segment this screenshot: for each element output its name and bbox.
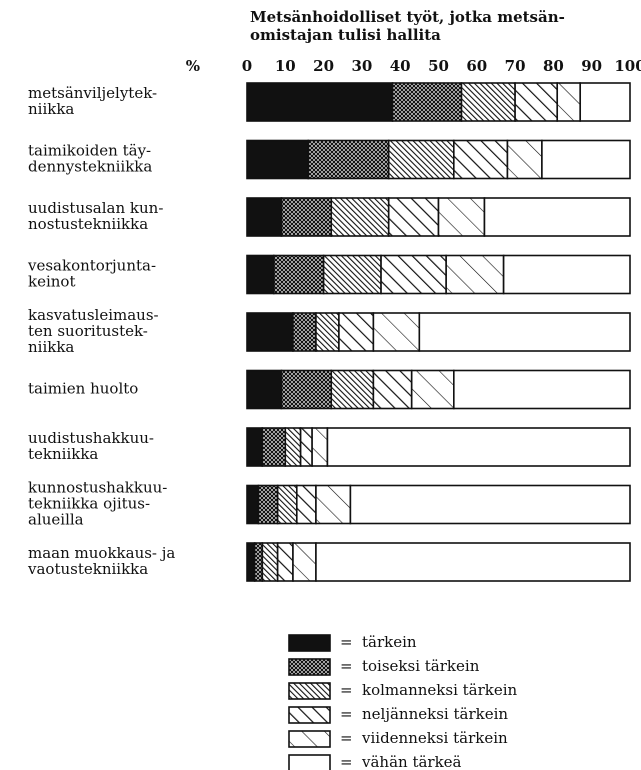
bar-segment: [273, 254, 325, 295]
bar-segment: [322, 254, 382, 295]
bar-segment: [315, 484, 352, 525]
bar-segment: [330, 197, 390, 237]
category-label: kasvatusleimaus-ten suoritustek-niikka: [28, 306, 159, 356]
bar-segment: [246, 254, 275, 295]
x-tick-label: 50: [428, 57, 449, 75]
bar-segment: [445, 254, 505, 295]
bar-segment: [246, 484, 260, 525]
bar-segment: [579, 82, 631, 122]
bar-segment: [372, 312, 421, 352]
bar-segment: [280, 197, 333, 237]
bar-segment: [315, 312, 340, 352]
bar-segment: [556, 82, 582, 122]
legend-sign: =: [340, 705, 353, 723]
legend-label: neljänneksi tärkein: [362, 705, 508, 723]
bar-segment: [506, 139, 543, 180]
bar-segment: [295, 484, 317, 525]
bar-segment: [311, 427, 329, 467]
category-label: uudistusalan kun-nostustekniikka: [28, 199, 163, 233]
bar-segment: [261, 542, 279, 582]
bar-segment: [307, 139, 390, 180]
x-tick-label: 40: [390, 57, 411, 75]
legend-sign: =: [340, 681, 353, 699]
bar-segment: [246, 542, 256, 582]
bar-segment: [483, 197, 631, 237]
bar-segment: [253, 542, 264, 582]
category-label: vesakontorjunta-keinot: [27, 257, 156, 291]
legend-label: vähän tärkeä: [361, 753, 462, 770]
bar-segment: [391, 82, 463, 122]
legend-swatch: [288, 682, 331, 700]
bar-segment: [292, 312, 317, 352]
x-tick-label: 60: [466, 57, 487, 75]
bar-segment: [246, 369, 283, 410]
bar-segment: [387, 197, 440, 237]
bar-segment: [280, 369, 333, 410]
bar-segment: [453, 139, 509, 180]
bar-segment: [257, 484, 279, 525]
legend-swatch: [288, 658, 331, 676]
x-tick-label: 100: [614, 57, 641, 75]
bar-segment: [246, 139, 310, 180]
legend-swatch: [288, 730, 331, 748]
x-tick-label: 70: [505, 57, 526, 75]
x-tick-label: 90: [581, 57, 602, 75]
bar-segment: [437, 197, 486, 237]
chart-title: Metsänhoidolliset työt, jotka metsän-omi…: [250, 8, 565, 44]
bar-segment: [292, 542, 317, 582]
category-label: kunnostushakkuu-tekniikka ojitus-alueill…: [28, 479, 167, 529]
bar-segment: [276, 542, 294, 582]
legend-label: viidenneksi tärkein: [361, 729, 508, 747]
legend-sign: =: [340, 657, 353, 675]
bar-segment: [380, 254, 447, 295]
bar-segment: [418, 312, 631, 352]
category-label: taimien huolto: [28, 380, 138, 398]
x-tick-label: 80: [543, 57, 564, 75]
legend-label: kolmanneksi tärkein: [362, 681, 518, 699]
category-label: maan muokkaus- ja vaotustekniikka: [27, 544, 175, 578]
bar-segment: [246, 312, 294, 352]
bar-segment: [372, 369, 413, 410]
x-tick-label: 10: [275, 57, 296, 75]
legend-swatch: [288, 634, 331, 652]
bar-segment: [246, 427, 264, 467]
bar-segment: [315, 542, 631, 582]
legend-label: tärkein: [362, 633, 417, 651]
bar-segment: [246, 197, 283, 237]
bar-segment: [284, 427, 302, 467]
x-tick-label: 30: [351, 57, 372, 75]
legend-sign: =: [340, 753, 353, 770]
bar-segment: [246, 82, 394, 122]
axis-label: %: [186, 57, 200, 75]
legend-label: toiseksi tärkein: [362, 657, 480, 675]
legend-swatch: [288, 754, 331, 770]
legend-swatch: [288, 706, 331, 724]
bar-segment: [338, 312, 375, 352]
bar-segment: [276, 484, 298, 525]
bar-segment: [514, 82, 559, 122]
bar-segment: [387, 139, 455, 180]
bar-segment: [502, 254, 631, 295]
bar-segment: [541, 139, 631, 180]
x-tick-label: 0: [242, 57, 252, 75]
bar-segment: [410, 369, 455, 410]
bar-segment: [460, 82, 516, 122]
bar-segment: [349, 484, 631, 525]
category-label: metsänviljelytek-niikka: [28, 84, 157, 118]
legend-sign: =: [340, 633, 353, 651]
bar-segment: [299, 427, 313, 467]
bar-segment: [326, 427, 631, 467]
x-tick-label: 20: [313, 57, 334, 75]
category-label: taimikoiden täy-dennystekniikka: [28, 142, 152, 176]
bar-segment: [453, 369, 631, 410]
bar-segment: [330, 369, 375, 410]
category-label: uudistushakkuu-tekniikka: [28, 429, 154, 463]
bar-segment: [261, 427, 287, 467]
legend-sign: =: [340, 729, 353, 747]
